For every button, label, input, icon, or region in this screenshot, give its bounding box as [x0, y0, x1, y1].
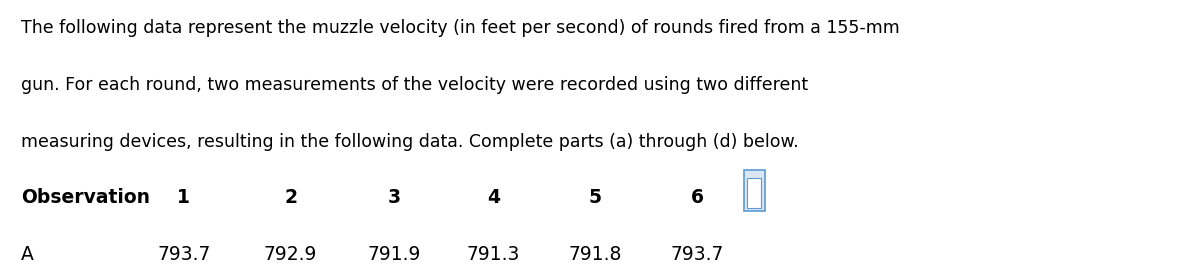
Text: 4: 4 [487, 188, 499, 207]
Text: 791.8: 791.8 [568, 245, 623, 264]
Text: The following data represent the muzzle velocity (in feet per second) of rounds : The following data represent the muzzle … [21, 19, 900, 37]
Text: 793.7: 793.7 [157, 245, 211, 264]
Text: 791.3: 791.3 [466, 245, 521, 264]
Text: 6: 6 [691, 188, 703, 207]
Text: 793.7: 793.7 [670, 245, 725, 264]
Text: gun. For each round, two measurements of the velocity were recorded using two di: gun. For each round, two measurements of… [21, 76, 809, 94]
Text: 3: 3 [387, 188, 401, 207]
Text: 5: 5 [589, 188, 601, 207]
Text: 1: 1 [178, 188, 190, 207]
Text: 2: 2 [285, 188, 296, 207]
Text: Observation: Observation [21, 188, 151, 207]
Text: A: A [21, 245, 34, 264]
Text: 792.9: 792.9 [263, 245, 318, 264]
Text: 791.9: 791.9 [366, 245, 421, 264]
Text: measuring devices, resulting in the following data. Complete parts (a) through (: measuring devices, resulting in the foll… [21, 133, 799, 151]
